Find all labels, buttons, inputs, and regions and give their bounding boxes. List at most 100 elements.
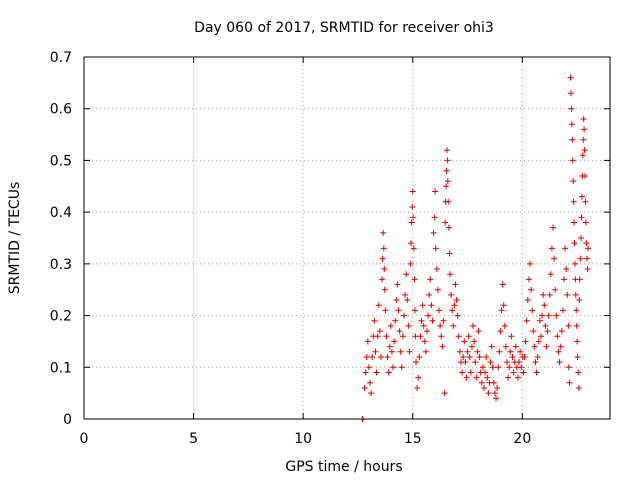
data-point (430, 229, 437, 236)
data-point (437, 322, 444, 329)
data-point (445, 198, 452, 205)
y-tick-label: 0.6 (50, 102, 72, 118)
data-point (541, 302, 548, 309)
data-point (582, 198, 589, 205)
data-point (569, 136, 576, 143)
data-point (452, 281, 459, 288)
data-point (383, 333, 390, 340)
data-point (570, 178, 577, 185)
data-point (571, 260, 578, 267)
data-point (546, 291, 553, 298)
data-point (445, 224, 452, 231)
data-point (387, 322, 394, 329)
data-point (565, 322, 572, 329)
data-point (443, 167, 450, 174)
data-point (576, 276, 583, 283)
data-point (470, 322, 477, 329)
data-point (479, 364, 486, 371)
data-point (551, 255, 558, 262)
data-point (482, 369, 489, 376)
data-point (405, 322, 412, 329)
x-tick-label: 5 (189, 431, 198, 447)
data-point (578, 214, 585, 221)
data-point (411, 307, 418, 314)
y-tick-label: 0 (63, 412, 72, 428)
data-point (579, 152, 586, 159)
data-point (414, 384, 421, 391)
data-point (397, 348, 404, 355)
data-point (485, 390, 492, 397)
x-tick-label: 0 (80, 431, 89, 447)
y-tick-label: 0.5 (50, 153, 72, 169)
data-point (465, 333, 472, 340)
data-point (455, 333, 462, 340)
data-point (490, 379, 497, 386)
data-point (548, 245, 555, 252)
y-axis-label: SRMTID / TECUs (7, 182, 23, 295)
data-point (459, 369, 466, 376)
data-point (400, 312, 407, 319)
data-point (456, 348, 463, 355)
data-point (423, 328, 430, 335)
data-point (365, 364, 372, 371)
data-point (409, 188, 416, 195)
data-point (376, 328, 383, 335)
data-point (581, 147, 588, 154)
data-point (392, 317, 399, 324)
data-point (584, 266, 591, 273)
data-point (552, 286, 559, 293)
data-point (480, 384, 487, 391)
data-point (369, 353, 376, 360)
data-point (542, 322, 549, 329)
data-point (497, 328, 504, 335)
data-point (565, 364, 572, 371)
data-point (576, 297, 583, 304)
data-point (434, 286, 441, 293)
data-point (528, 286, 535, 293)
data-point (425, 312, 432, 319)
data-point (545, 312, 552, 319)
data-point (413, 359, 420, 366)
y-tick-label: 0.2 (50, 309, 72, 325)
data-point (384, 353, 391, 360)
data-point (509, 353, 516, 360)
data-point (406, 348, 413, 355)
data-point (574, 353, 581, 360)
data-point (516, 359, 523, 366)
data-point (487, 359, 494, 366)
data-point (512, 343, 519, 350)
data-point (468, 343, 475, 350)
data-point (556, 359, 563, 366)
data-point (536, 317, 543, 324)
data-point (451, 302, 458, 309)
data-point (531, 343, 538, 350)
data-point (460, 353, 467, 360)
y-tick-label: 0.7 (50, 50, 72, 66)
data-point (388, 348, 395, 355)
data-point (581, 126, 588, 133)
data-point (524, 297, 531, 304)
data-point (508, 333, 515, 340)
x-axis-label: GPS time / hours (285, 459, 402, 475)
data-point (572, 291, 579, 298)
data-point (396, 328, 403, 335)
data-point (514, 374, 521, 381)
data-point (540, 291, 547, 298)
data-point (398, 364, 405, 371)
data-point (495, 364, 502, 371)
data-point (532, 359, 539, 366)
data-point (520, 369, 527, 376)
data-point (381, 286, 388, 293)
data-point (575, 369, 582, 376)
data-point (377, 353, 384, 360)
data-point (568, 105, 575, 112)
data-point (569, 157, 576, 164)
data-point (559, 307, 566, 314)
data-point (510, 369, 517, 376)
data-point (421, 338, 428, 345)
data-point (453, 297, 460, 304)
data-point (416, 353, 423, 360)
data-point (407, 240, 414, 247)
data-point (404, 297, 411, 304)
data-point (368, 390, 375, 397)
